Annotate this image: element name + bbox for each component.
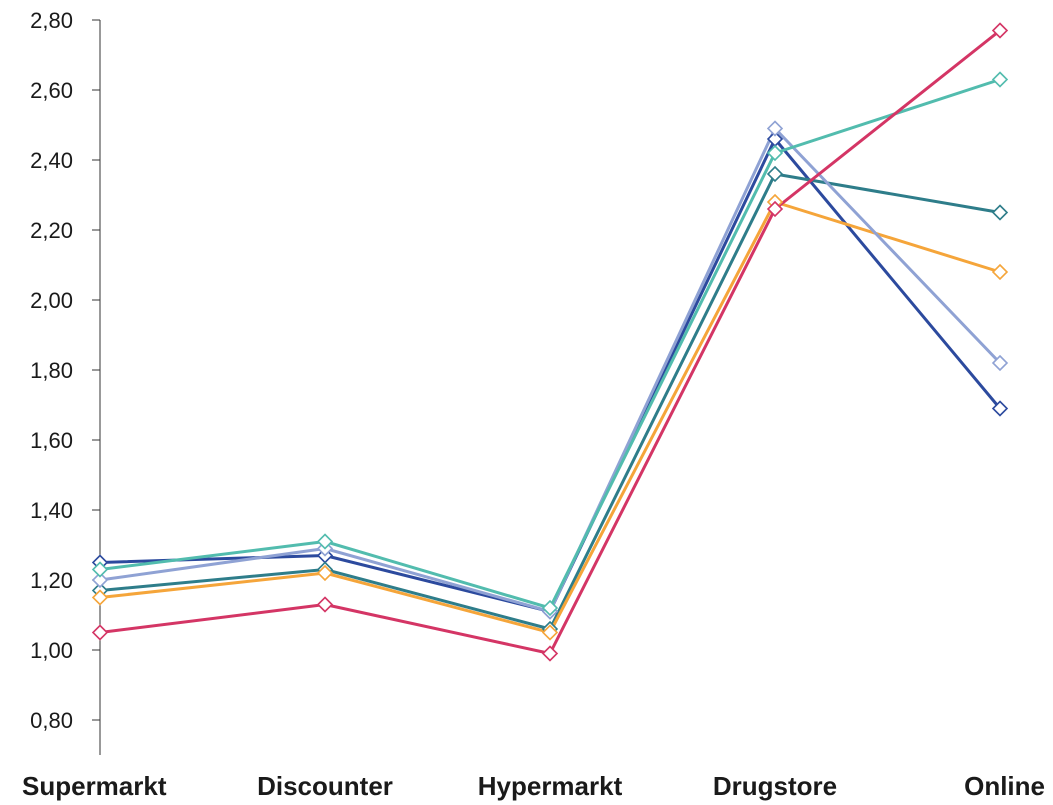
data-point-marker [766,165,784,183]
y-tick-label: 1,80 [30,358,73,383]
y-tick-label: 1,20 [30,568,73,593]
y-tick-label: 1,00 [30,638,73,663]
y-axis: 0,80 1,00 1,20 1,40 1,60 1,80 2,00 2,20 2,40 2,60… [30,8,101,755]
series-lines [99,29,1002,655]
data-point-marker [541,645,559,662]
data-point-marker [541,624,559,641]
y-tick-label: 2,20 [30,218,73,243]
data-point-marker [766,144,784,162]
series-line-1 [99,137,1002,613]
series-line-3 [99,200,1001,634]
x-tick-label: Discounter [257,771,393,801]
data-point-marker [316,596,334,613]
series-markers [91,22,1009,662]
data-point-marker [991,204,1009,221]
data-point-marker [766,120,784,137]
y-tick-label: 1,40 [30,498,73,523]
data-point-marker [91,571,109,589]
x-tick-label: Hypermarkt [478,771,623,801]
data-point-marker [991,22,1009,39]
y-tick-label: 2,60 [30,78,73,103]
data-point-marker [91,589,109,606]
y-tick-label: 0,80 [30,708,73,733]
data-point-marker [766,200,784,218]
data-point-marker [541,599,559,617]
data-point-marker [91,561,109,578]
data-point-marker [316,564,334,582]
data-point-marker [991,263,1009,281]
data-point-marker [316,533,334,550]
y-tick-label: 2,40 [30,148,73,173]
y-tick-label: 2,80 [30,8,73,33]
x-tick-label: Supermarkt [22,771,167,801]
series-line-5 [99,78,1001,610]
x-tick-label: Online [964,771,1045,801]
data-point-marker [991,71,1009,88]
series-line-4 [99,127,1002,613]
x-axis: Supermarkt Discounter Hypermarkt Drugstore O… [22,771,1045,801]
x-tick-label: Drugstore [713,771,837,801]
data-point-marker [991,354,1009,372]
data-point-marker [991,400,1009,417]
y-tick-label: 1,60 [30,428,73,453]
data-point-marker [91,624,109,641]
y-tick-label: 2,00 [30,288,73,313]
